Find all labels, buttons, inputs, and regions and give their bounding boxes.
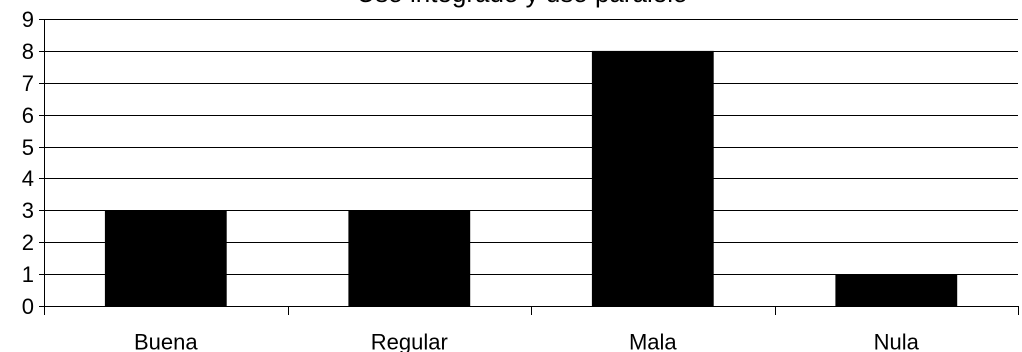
bar-mala xyxy=(591,50,714,307)
chart-title: Uso integrado y uso paralelo xyxy=(357,0,688,8)
y-tick-label: 7 xyxy=(22,71,34,96)
y-tick-label: 2 xyxy=(22,230,34,255)
x-tick-label: Nula xyxy=(874,330,920,352)
bar-regular xyxy=(348,210,471,306)
bar-buena xyxy=(104,210,227,306)
y-axis: 0 1 2 3 4 5 6 7 8 9 xyxy=(22,7,45,319)
y-tick-label: 5 xyxy=(22,135,34,160)
x-tick-label: Mala xyxy=(629,330,677,352)
y-tick-label: 0 xyxy=(22,294,34,319)
bar-nula xyxy=(835,274,958,306)
y-tick-label: 1 xyxy=(22,262,34,287)
y-tick-label: 4 xyxy=(22,166,34,191)
y-tick-label: 6 xyxy=(22,103,34,128)
x-tick-label: Buena xyxy=(134,330,198,352)
x-axis: Buena Regular Mala Nula xyxy=(44,306,1019,352)
x-tick-label: Regular xyxy=(371,330,448,352)
y-tick-label: 3 xyxy=(22,198,34,223)
y-tick-label: 8 xyxy=(22,39,34,64)
y-tick-label: 9 xyxy=(22,7,34,32)
bars xyxy=(104,50,958,307)
